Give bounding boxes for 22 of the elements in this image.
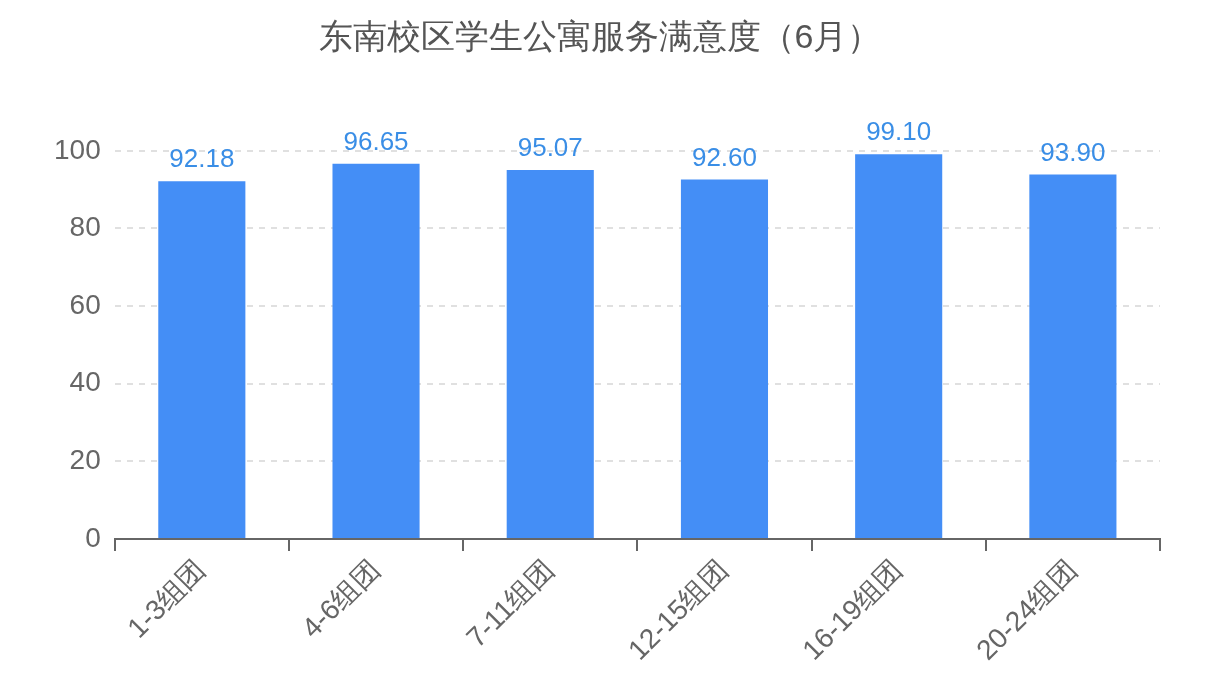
y-tick-label: 0 <box>85 521 101 553</box>
bar <box>680 179 769 539</box>
data-label: 92.60 <box>691 141 757 172</box>
data-label: 99.10 <box>866 116 932 147</box>
x-tick-label: 1-3组团 <box>121 553 212 644</box>
x-tick-label: 7-11组团 <box>460 553 560 654</box>
bar <box>332 163 420 539</box>
bar <box>1029 174 1117 539</box>
bar <box>506 169 594 539</box>
y-tick-label: 20 <box>69 444 101 476</box>
y-tick-label: 60 <box>69 288 101 320</box>
y-tick-label: 40 <box>69 366 101 398</box>
x-tick-label: 4-6组团 <box>295 553 386 644</box>
data-label: 93.90 <box>1040 136 1106 167</box>
data-label: 95.07 <box>517 132 583 163</box>
bar <box>855 154 943 539</box>
y-tick-label: 80 <box>69 211 101 243</box>
data-label: 96.65 <box>343 125 409 156</box>
bar <box>158 181 246 539</box>
data-label: 92.18 <box>169 143 235 174</box>
chart-title: 东南校区学生公寓服务满意度（6月） <box>318 16 882 55</box>
y-tick-label: 100 <box>54 133 101 165</box>
